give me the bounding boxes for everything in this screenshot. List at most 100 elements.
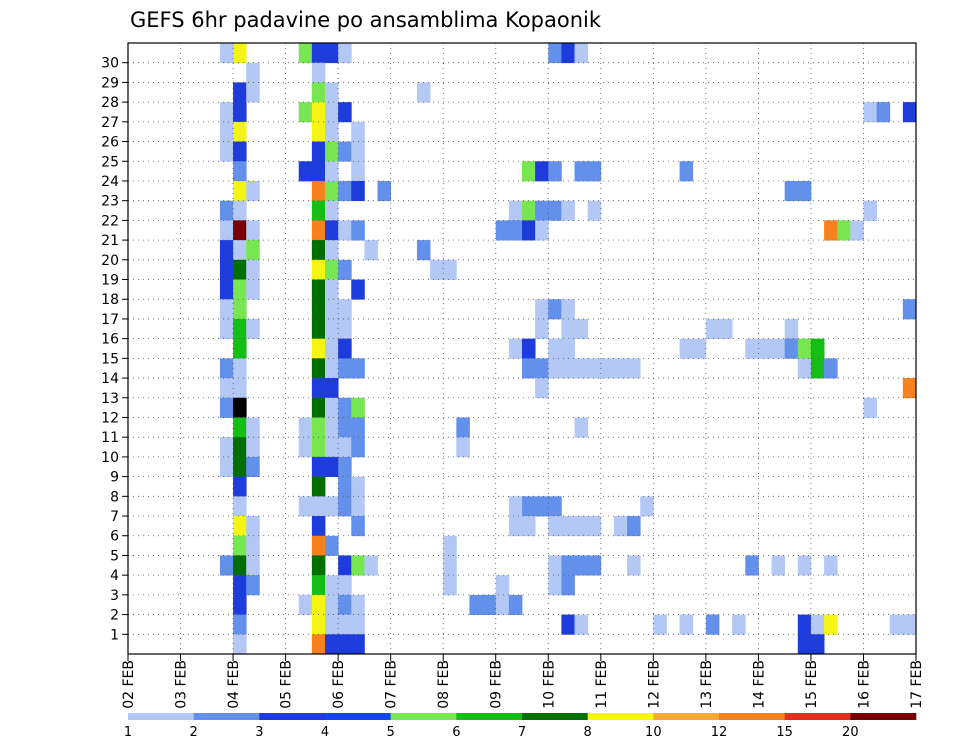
- heatmap-cell: [233, 318, 247, 340]
- heatmap-cell: [338, 338, 352, 359]
- heatmap-cell: [233, 614, 247, 635]
- y-tick-label: 12: [101, 410, 119, 426]
- heatmap-cell: [824, 220, 838, 241]
- heatmap-cell: [219, 259, 234, 280]
- heatmap-cell: [311, 516, 326, 537]
- heatmap-cell: [351, 634, 365, 655]
- heatmap-cell: [561, 200, 575, 221]
- heatmap-cell: [548, 299, 562, 320]
- heatmap-cell: [574, 555, 589, 576]
- colorbar-label: 12: [711, 725, 728, 740]
- heatmap-cell: [219, 200, 234, 221]
- y-tick-label: 20: [101, 253, 119, 269]
- heatmap-cell: [561, 43, 575, 64]
- heatmap-cell: [705, 614, 720, 635]
- y-tick-label: 4: [110, 568, 119, 584]
- heatmap-cell: [338, 614, 352, 635]
- heatmap-cell: [311, 476, 326, 497]
- heatmap-cell: [548, 555, 562, 576]
- heatmap-cell: [233, 43, 247, 64]
- heatmap-cell: [219, 555, 234, 576]
- heatmap-cell: [219, 456, 234, 478]
- x-tick-label: 17 FEB: [909, 660, 925, 709]
- heatmap-cell: [784, 318, 799, 340]
- heatmap-cell: [863, 200, 877, 221]
- x-tick-label: 02 FEB: [121, 660, 137, 709]
- heatmap-cell: [311, 358, 326, 379]
- heatmap-cell: [587, 358, 602, 379]
- y-tick-label: 24: [101, 174, 119, 190]
- y-tick-label: 23: [101, 194, 119, 210]
- heatmap-cell: [233, 575, 247, 596]
- x-tick-label: 09 FEB: [489, 660, 505, 709]
- heatmap-cell: [522, 200, 536, 221]
- heatmap-cell: [325, 397, 339, 418]
- heatmap-cell: [219, 240, 234, 261]
- heatmap-cell: [246, 555, 260, 576]
- heatmap-cell: [548, 338, 562, 359]
- heatmap-cell: [535, 496, 549, 517]
- heatmap-cell: [351, 437, 365, 458]
- colorbar-label: 20: [842, 725, 859, 740]
- colorbar-swatch: [653, 713, 720, 720]
- heatmap-cell: [679, 614, 694, 635]
- heatmap-cell: [495, 220, 510, 241]
- heatmap-cell: [535, 220, 549, 241]
- heatmap-cell: [522, 516, 536, 537]
- heatmap-cell: [364, 240, 378, 261]
- heatmap-cell: [233, 516, 247, 537]
- heatmap-cell: [246, 437, 260, 458]
- y-tick-label: 25: [101, 154, 119, 170]
- y-tick-label: 9: [110, 470, 119, 486]
- colorbar-label: 3: [255, 725, 263, 740]
- y-tick-label: 2: [110, 608, 119, 624]
- colorbar-swatch: [784, 713, 851, 720]
- heatmap-cell: [548, 43, 562, 64]
- heatmap-cell: [351, 141, 365, 162]
- heatmap-cell: [338, 456, 352, 478]
- heatmap-cell: [810, 634, 825, 655]
- heatmap-cell: [416, 82, 431, 103]
- heatmap-cell: [219, 121, 234, 142]
- heatmap-cell: [233, 535, 247, 556]
- y-tick-label: 13: [101, 391, 119, 407]
- heatmap-cell: [522, 496, 536, 517]
- heatmap-cell: [627, 516, 641, 537]
- heatmap-cell: [469, 594, 483, 615]
- heatmap-cell: [587, 161, 602, 182]
- heatmap-cell: [325, 299, 339, 320]
- heatmap-cell: [219, 378, 234, 399]
- heatmap-cell: [311, 62, 326, 83]
- heatmap-cell: [548, 516, 562, 537]
- heatmap-cell: [600, 358, 615, 379]
- heatmap-cell: [522, 220, 536, 241]
- heatmap-cell: [246, 259, 260, 280]
- y-tick-label: 8: [110, 489, 119, 505]
- heatmap-cell: [311, 318, 326, 340]
- heatmap-cell: [837, 220, 851, 241]
- heatmap-cell: [246, 417, 260, 438]
- heatmap-cell: [456, 437, 470, 458]
- heatmap-cell: [325, 535, 339, 556]
- heatmap-cell: [745, 555, 759, 576]
- heatmap-cell: [902, 614, 917, 635]
- heatmap-cell: [311, 456, 326, 478]
- heatmap-cell: [351, 476, 365, 497]
- heatmap-cell: [233, 161, 247, 182]
- heatmap-cell: [325, 220, 339, 241]
- heatmap-cell: [338, 259, 352, 280]
- heatmap-cell: [548, 161, 562, 182]
- heatmap-cell: [561, 318, 575, 340]
- heatmap-cell: [298, 417, 313, 438]
- heatmap-cell: [351, 614, 365, 635]
- y-tick-label: 26: [101, 135, 119, 151]
- y-tick-label: 7: [110, 509, 119, 525]
- heatmap-cell: [902, 378, 917, 399]
- heatmap-cell: [311, 338, 326, 359]
- x-tick-label: 04 FEB: [226, 660, 242, 709]
- heatmap-cell: [233, 259, 247, 280]
- heatmap-cell: [233, 200, 247, 221]
- heatmap-cell: [351, 279, 365, 300]
- heatmap-cell: [233, 496, 247, 517]
- heatmap-cell: [246, 575, 260, 596]
